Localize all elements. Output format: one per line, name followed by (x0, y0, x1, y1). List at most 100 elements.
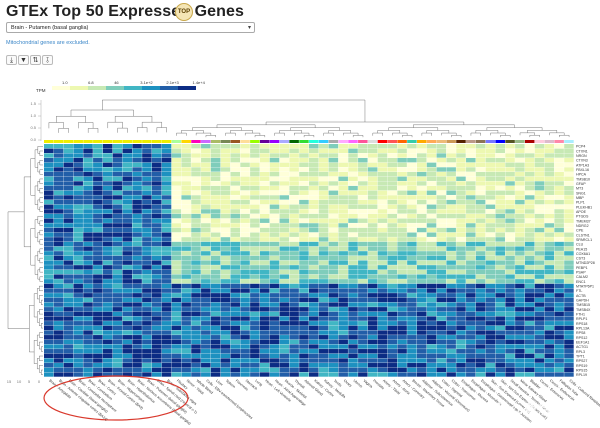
heatmap-cell (309, 363, 319, 368)
heatmap-cell (534, 353, 545, 359)
heatmap-cell (554, 227, 564, 233)
sort-button[interactable]: ⇅ (30, 55, 41, 65)
heatmap-cell (416, 330, 427, 335)
heatmap-cell (53, 227, 64, 233)
tissue-color-strip (475, 140, 486, 143)
heatmap-cell (279, 363, 290, 368)
heatmap-cell (318, 185, 329, 191)
heatmap-cell (367, 153, 378, 158)
heatmap-cell (93, 339, 103, 345)
heatmap-cell (151, 316, 162, 321)
top-axis-tick: 0.5 (30, 125, 36, 130)
tissue-select[interactable]: Brain - Putamen (basal ganglia) ▾ (6, 22, 255, 33)
heatmap-cell (515, 255, 525, 261)
heatmap-cell (534, 181, 545, 186)
heatmap-cell (515, 181, 525, 186)
heatmap-cell (53, 148, 64, 154)
heatmap-cell (279, 144, 290, 149)
heatmap-cell (397, 209, 407, 214)
filter-button[interactable]: ▼ (18, 55, 29, 65)
heatmap-cell (83, 288, 93, 293)
heatmap-cell (142, 144, 152, 149)
heatmap-cell (269, 157, 280, 163)
heatmap-cell (299, 190, 309, 195)
heatmap-cell (475, 260, 486, 265)
heatmap-cell (112, 185, 123, 191)
heatmap-cell (446, 307, 456, 312)
heatmap-cell (201, 353, 211, 359)
heatmap-cell (151, 279, 162, 284)
heatmap-cell (397, 335, 407, 340)
gene-label: PEBP1 (576, 266, 588, 270)
heatmap-cell (142, 311, 152, 317)
heatmap-cell (515, 246, 525, 251)
heatmap-cell (485, 153, 496, 158)
heatmap-cell (466, 199, 476, 205)
heatmap-cell (83, 176, 93, 181)
heatmap-cell (63, 339, 74, 345)
heatmap-cell (73, 199, 83, 205)
heatmap-cell (446, 335, 456, 340)
heatmap-cell (210, 349, 221, 354)
heatmap-cell (338, 283, 348, 289)
heatmap-cell (416, 204, 427, 209)
heatmap-cell (151, 227, 162, 233)
heatmap-cell (328, 176, 339, 181)
heatmap-cell (328, 171, 339, 177)
heatmap-cell (564, 241, 574, 247)
heatmap-cell (397, 372, 407, 377)
heatmap-cell (181, 316, 191, 321)
heatmap-cell (171, 293, 182, 298)
heatmap-cell (309, 288, 319, 293)
heatmap-cell (44, 195, 54, 200)
heatmap-cell (348, 344, 358, 349)
heatmap-cell (475, 372, 486, 377)
heatmap-cell (485, 265, 496, 270)
heatmap-cell (279, 283, 290, 289)
heatmap-cell (93, 176, 103, 181)
heatmap-cell (387, 223, 398, 228)
heatmap-cell (132, 353, 142, 359)
heatmap-cell (220, 274, 231, 279)
heatmap-cell (63, 223, 74, 228)
heatmap-cell (44, 209, 54, 214)
heatmap-cell (554, 269, 564, 275)
heatmap-cell (348, 302, 358, 307)
heatmap-cell (495, 171, 505, 177)
heatmap-cell (220, 316, 231, 321)
heatmap-cell (53, 283, 64, 289)
heatmap-cell (367, 213, 378, 219)
heatmap-cell (112, 274, 123, 279)
heatmap-cell (171, 255, 182, 261)
heatmap-cell (220, 204, 231, 209)
heatmap-cell (416, 316, 427, 321)
heatmap-cell (191, 218, 201, 223)
heatmap-cell (289, 162, 299, 167)
heatmap-cell (142, 162, 152, 167)
heatmap-cell (240, 246, 250, 251)
heatmap-cell (279, 190, 290, 195)
heatmap-cell (93, 363, 103, 368)
heatmap-cell (456, 297, 466, 303)
heatmap-cell (358, 218, 368, 223)
heatmap-cell (446, 213, 456, 219)
heatmap-cell (534, 223, 545, 228)
heatmap-cell (544, 157, 555, 163)
heatmap-cell (564, 335, 574, 340)
heatmap-cell (102, 349, 113, 354)
heatmap-cell (279, 251, 290, 256)
tissue-color-strip (524, 140, 535, 143)
heatmap-cell (475, 339, 486, 345)
heatmap-cell (240, 265, 250, 270)
heatmap-cell (259, 167, 270, 172)
heatmap-cell (407, 251, 417, 256)
heatmap-cell (505, 274, 515, 279)
download-button[interactable]: ⤓ (6, 55, 17, 65)
heatmap-cell (524, 265, 535, 270)
heatmap-cell (524, 279, 535, 284)
heatmap-cell (102, 363, 113, 368)
top-dendrogram (48, 99, 570, 138)
heatmap-cell (73, 265, 83, 270)
cluster-button[interactable]: ⫱ (42, 55, 53, 65)
